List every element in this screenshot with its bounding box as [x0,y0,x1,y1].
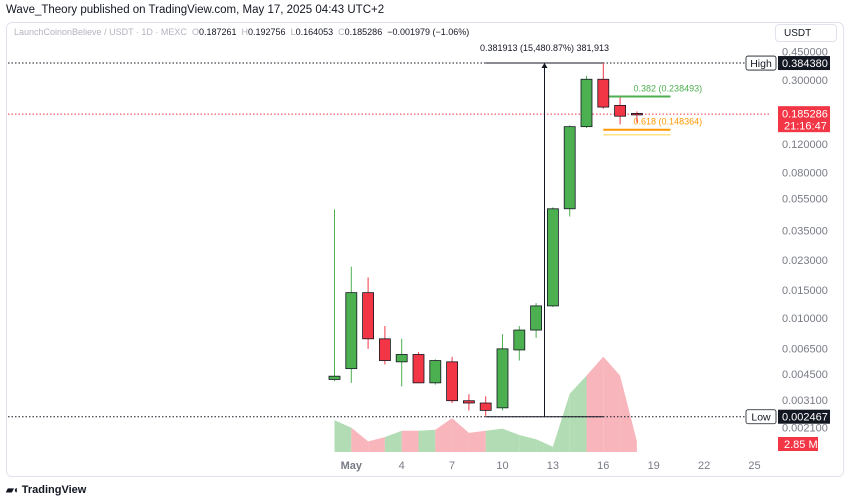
candle-up [580,78,593,128]
high-marker-label: High [750,58,772,70]
volume-area-segment [586,356,604,452]
low-value: 0.164053 [295,27,334,37]
volume-label: 2.85 M [784,439,818,451]
last-price-countdown: 21:16:47 [784,121,827,133]
candle-down [479,402,492,411]
volume-area-segment [468,430,486,452]
price-tick-label: 0.002100 [782,423,828,435]
volume-area-segment [552,393,570,452]
low-marker-label-box [745,409,777,425]
price-tick-label: 0.003100 [782,395,828,407]
volume-area-segment [536,439,553,452]
publish-info: Wave_Theory published on TradingView.com… [6,4,385,16]
candle-up [547,208,559,307]
volume-area-segment [620,375,637,452]
volume-area-segment [435,418,453,452]
last-price-value: 0.185286 [782,109,828,121]
price-tick-label: 0.004500 [782,369,828,381]
price-tick-label: 0.006500 [782,343,828,355]
candle-down [597,78,610,108]
low-marker-label: Low [751,412,771,424]
low-marker-value-box [778,409,830,424]
time-tick-label: 7 [449,460,455,472]
symbol-legend: LaunchCoinonBelieve / USDT · 1D · MEXC O… [14,27,469,37]
volume-area-segment [452,418,469,452]
volume-area-segment [368,437,385,452]
price-tick-label: 0.300000 [782,75,828,87]
candle-up [513,329,526,351]
price-tick-label: 0.120000 [782,139,828,151]
candle-up [345,292,358,370]
fib-level-label: 0.382 (0.238493) [634,83,703,93]
high-marker-label-box [745,55,777,71]
price-tick-label: 0.450000 [782,47,828,59]
high-marker-value: 0.384380 [782,58,828,70]
candle-up [563,126,576,210]
time-tick-label: 16 [597,460,609,472]
fib-level-label: 0.618 (0.148364) [634,117,703,127]
candle-down [412,354,425,384]
candle-down [446,361,459,402]
price-tick-label: 0.010000 [782,313,828,325]
open-label: O [191,27,199,37]
candle-down [614,104,626,117]
volume-label-box [778,437,818,451]
candle-up [328,375,341,380]
candle-down [378,338,391,361]
range-measure-label: 0.381913 (15,480.87%) 381,913 [480,43,609,53]
symbol-name: LaunchCoinonBelieve / USDT · 1D · MEXC [14,27,187,37]
volume-area-segment [401,430,419,452]
candle-up [395,354,408,363]
volume-area-segment [351,427,369,452]
volume-area-segment [603,356,621,452]
close-label: C [338,27,345,37]
time-tick-label: May [341,460,363,472]
time-tick-label: 19 [648,460,660,472]
candle-up [496,348,509,409]
candle-down [462,400,475,404]
candle-up [429,360,442,384]
tradingview-footer: ▰◖ TradingView [6,484,86,496]
high-value: 0.192756 [248,27,286,37]
close-value: 0.185286 [344,27,383,37]
volume-area-segment [569,375,587,452]
range-arrow-icon [541,63,548,69]
currency-button[interactable]: USDT [775,24,837,42]
price-tick-label: 0.080000 [782,167,828,179]
time-tick-label: 4 [399,460,405,472]
publish-bar: Wave_Theory published on TradingView.com… [0,0,850,22]
last-price-box [778,106,830,133]
time-tick-label: 13 [547,460,559,472]
price-tick-label: 0.035000 [782,225,828,237]
time-tick-label: 25 [748,460,760,472]
price-tick-label: 0.023000 [782,255,828,267]
volume-area-segment [334,420,352,452]
footer-brand: TradingView [21,484,87,496]
open-value: 0.187261 [198,27,237,37]
candle-down [631,113,643,116]
price-tick-label: 0.055000 [782,194,828,206]
volume-area-segment [384,430,402,452]
volume-area-segment [519,435,537,452]
candle-up [530,305,542,331]
time-tick-label: 22 [698,460,710,472]
volume-area-segment [485,428,503,452]
high-marker-value-box [778,56,830,71]
volume-area-segment [418,429,436,452]
price-tick-label: 0.015000 [782,285,828,297]
tradingview-logo-icon: ▰◖ [6,484,19,496]
change-value: −0.001979 (−1.06%) [387,27,470,37]
low-marker-value: 0.002467 [782,412,828,424]
high-label: H [241,27,249,37]
volume-area-segment [502,428,520,452]
chart-frame [6,22,844,477]
candle-down [362,292,375,340]
low-label: L [290,27,296,37]
time-tick-label: 10 [496,460,508,472]
